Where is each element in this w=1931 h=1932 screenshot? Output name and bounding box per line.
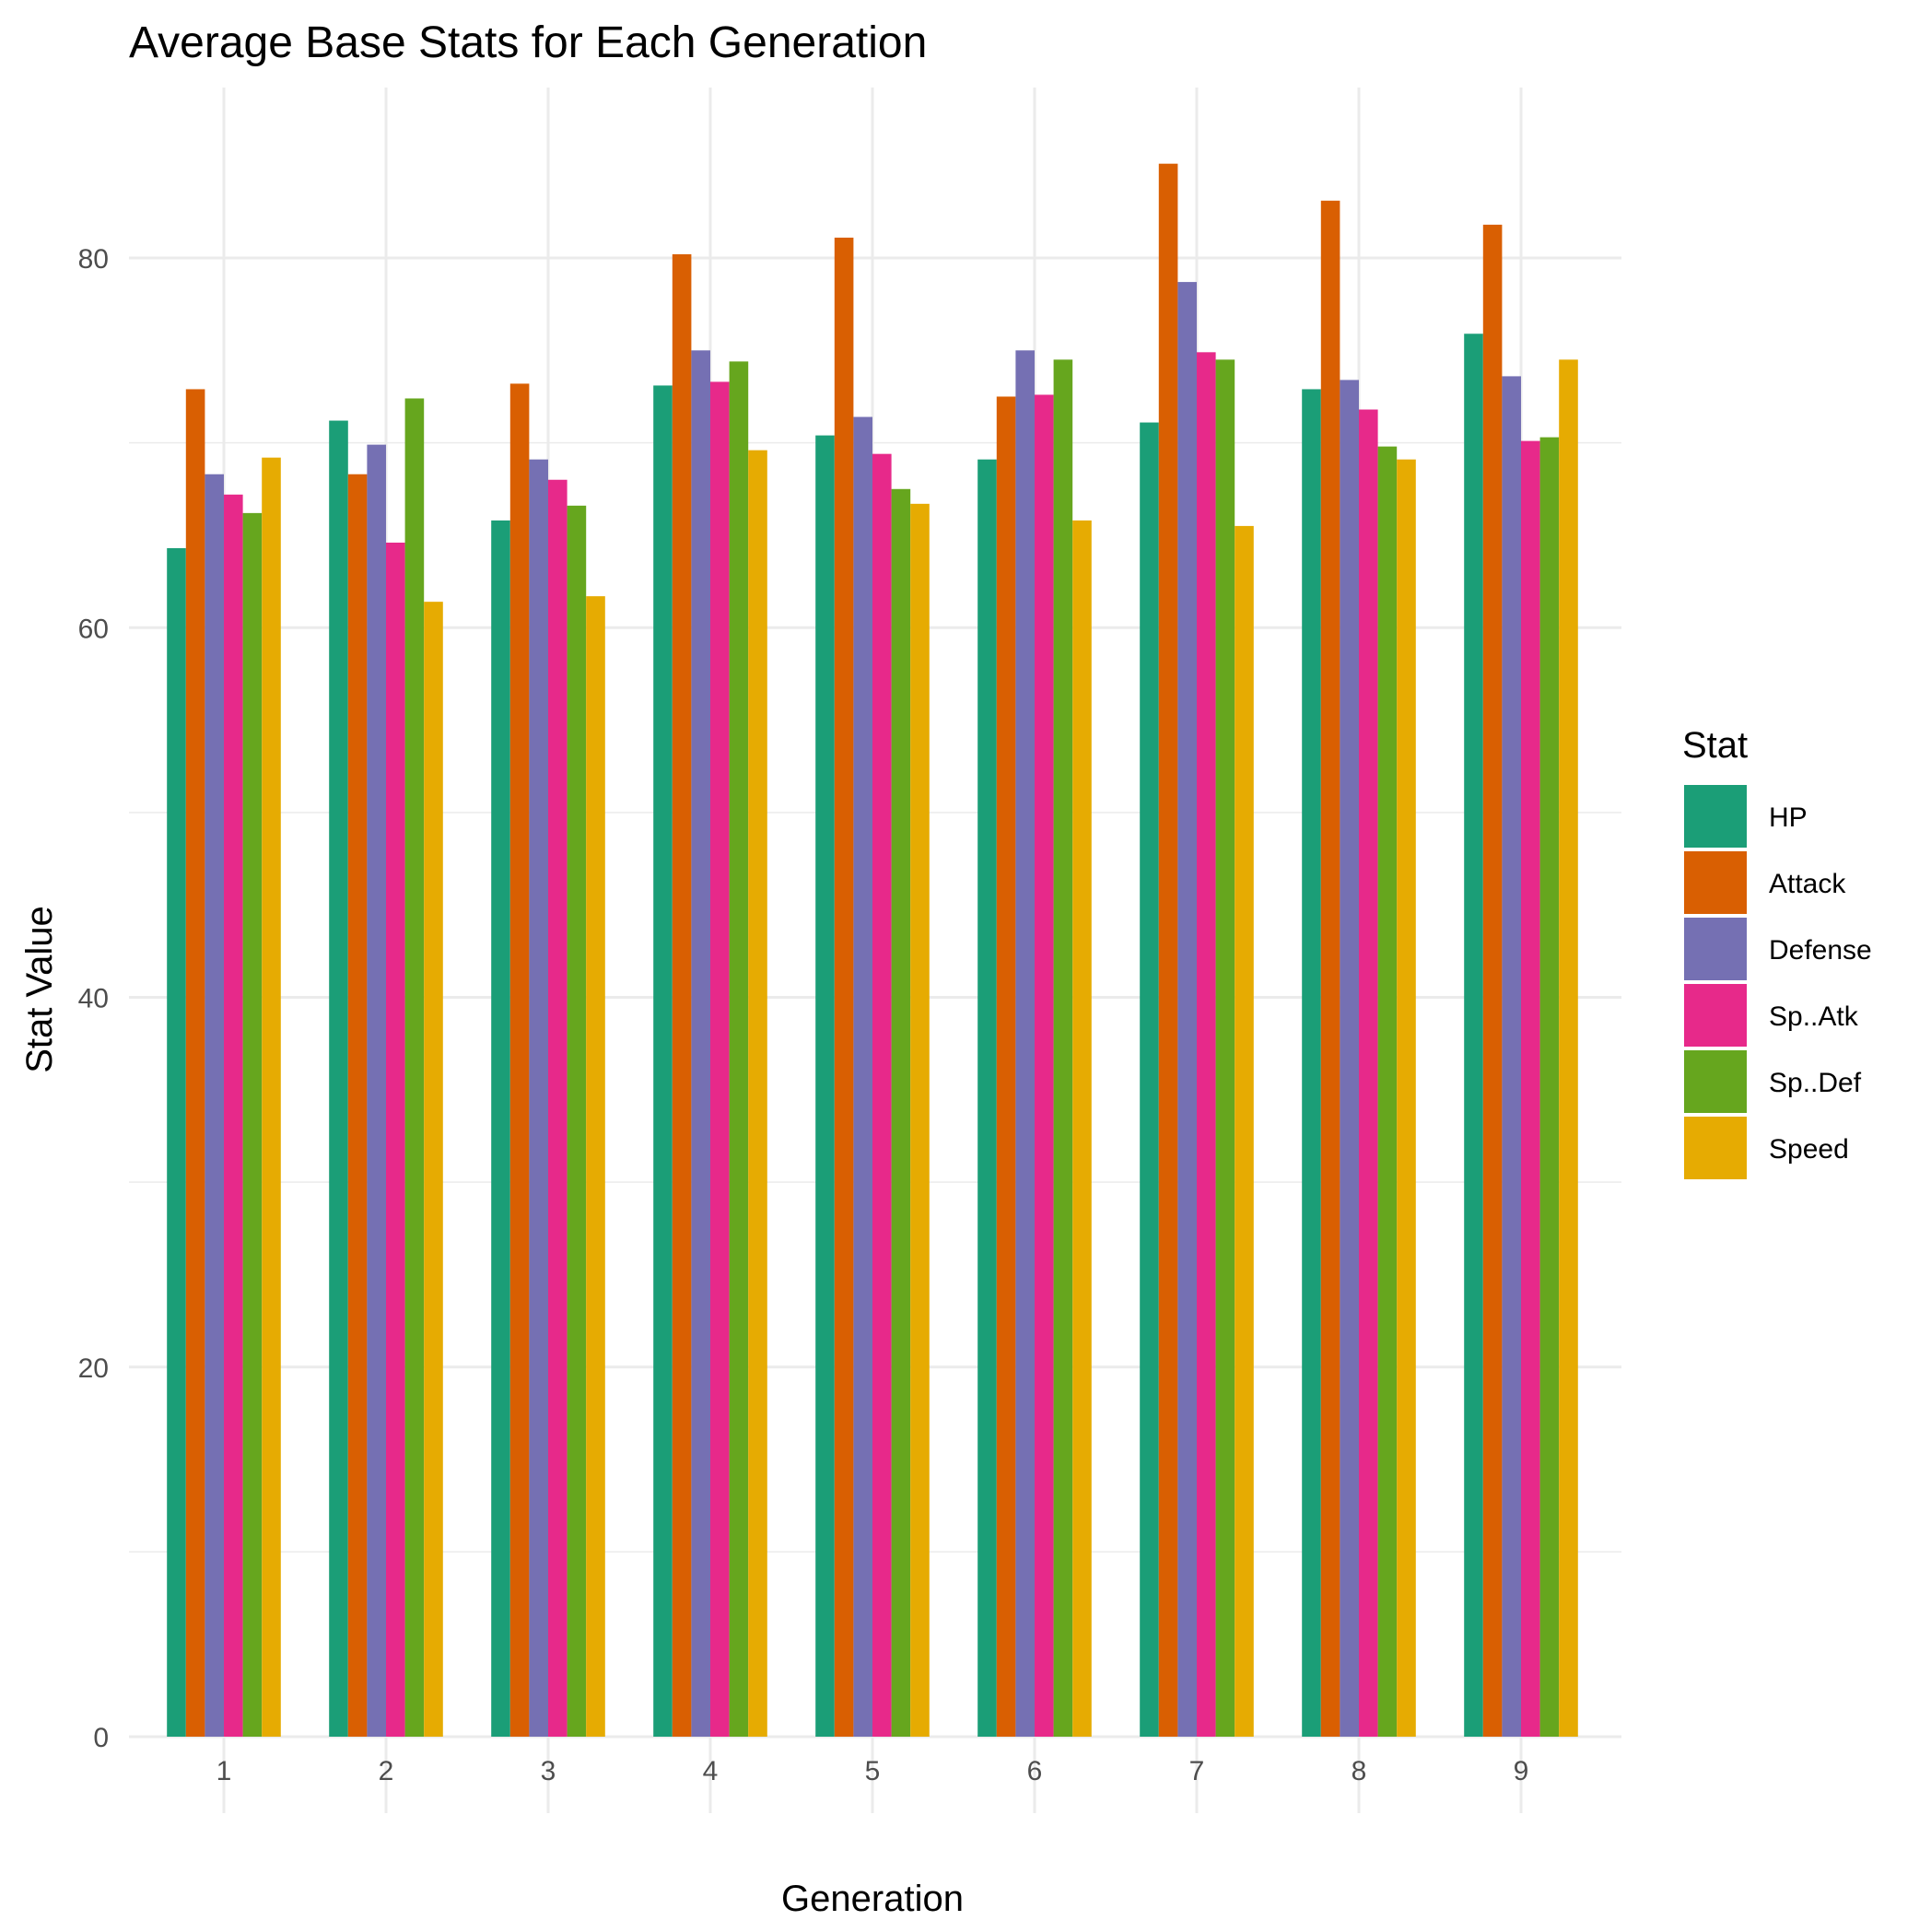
bar-gen1-attack [185,389,205,1738]
bar-gen8-sp-atk [1359,409,1378,1738]
bar-gen4-speed [748,450,767,1737]
bar-gen1-defense [205,474,224,1738]
bar-gen2-speed [424,602,443,1737]
bar-gen3-sp-def [567,505,587,1737]
x-tick-label: 7 [1189,1756,1205,1786]
bar-gen5-hp [815,435,835,1738]
y-tick-label: 0 [93,1723,109,1753]
bar-gen3-defense [529,459,548,1737]
bar-gen8-sp-def [1377,446,1398,1738]
x-tick-label: 9 [1514,1756,1529,1786]
y-tick-label: 80 [78,244,109,275]
bar-gen9-attack [1482,224,1503,1738]
bar-gen2-sp-atk [386,542,405,1737]
bar-gen3-speed [586,596,605,1737]
bar-gen5-attack [834,237,854,1737]
y-tick-label: 40 [78,984,109,1014]
bar-gen9-defense [1502,376,1521,1737]
bar-gen9-speed [1559,359,1578,1737]
bar-gen1-sp-atk [224,494,243,1737]
bar-gen7-attack [1158,163,1178,1737]
bar-gen2-sp-def [404,398,425,1738]
bar-gen3-sp-atk [548,479,568,1737]
bar-gen8-hp [1302,389,1321,1738]
bar-gen2-attack [347,474,368,1738]
x-tick-label: 5 [865,1756,881,1786]
bar-gen9-hp [1464,334,1483,1738]
bar-gen6-hp [977,459,997,1737]
x-axis-ticks: 1 2 3 4 5 6 7 8 9 [217,1756,1529,1786]
bar-gen8-defense [1340,380,1359,1738]
bar-gen8-speed [1397,459,1416,1737]
bar-gen6-attack [996,396,1016,1737]
bar-gen1-sp-def [242,512,263,1737]
x-tick-label: 3 [541,1756,556,1786]
bar-gen7-speed [1235,525,1254,1737]
bar-gen7-sp-atk [1197,352,1216,1738]
bar-gen5-defense [853,416,872,1738]
bar-gen1-speed [262,457,281,1737]
chart-title: Average Base Stats for Each Generation [129,18,927,67]
x-tick-label: 4 [703,1756,719,1786]
y-axis-title: Stat Value [19,906,60,1073]
x-tick-label: 1 [217,1756,232,1786]
bar-gen7-sp-def [1215,359,1235,1737]
legend-key [1684,785,1747,848]
bar-gen2-defense [367,444,386,1738]
legend-label: Defense [1769,935,1872,966]
legend-label: Speed [1769,1134,1849,1165]
bar-gen5-speed [910,503,930,1737]
legend-label: Sp..Def [1769,1068,1862,1098]
bar-gen4-defense [691,350,710,1737]
bar-gen9-sp-def [1539,437,1560,1738]
legend-key [1684,984,1747,1047]
x-tick-label: 2 [379,1756,394,1786]
bar-gen6-sp-def [1053,359,1073,1737]
bar-gen7-defense [1177,282,1197,1737]
bar-gen9-sp-atk [1521,440,1540,1737]
y-axis-ticks: 0 20 40 60 80 [78,244,109,1753]
legend: Stat HP Attack Defense Sp..Atk Sp..Def Speed [1682,725,1872,1179]
bar-gen1-hp [167,547,186,1738]
legend-label: Attack [1769,869,1846,899]
bar-gen5-sp-atk [872,453,892,1738]
x-axis-title: Generation [781,1879,964,1919]
y-tick-label: 60 [78,614,109,644]
bar-gen6-sp-atk [1035,394,1054,1737]
bar-gen6-defense [1015,350,1035,1737]
legend-label: HP [1769,802,1808,833]
bar-gen4-sp-def [729,361,749,1738]
bar-gen4-hp [653,385,673,1737]
legend-key [1684,918,1747,980]
bar-gen5-sp-def [891,488,911,1737]
legend-title: Stat [1682,725,1748,766]
legend-label: Sp..Atk [1769,1001,1859,1032]
bar-gen3-attack [509,383,530,1737]
bars [167,163,1578,1738]
x-tick-label: 8 [1352,1756,1367,1786]
y-tick-label: 20 [78,1353,109,1384]
bar-gen3-hp [491,520,510,1738]
bar-gen4-sp-atk [710,381,730,1738]
legend-key [1684,1117,1747,1179]
x-tick-label: 6 [1027,1756,1043,1786]
bar-gen2-hp [329,420,348,1737]
legend-key [1684,851,1747,914]
bar-gen4-attack [672,253,692,1737]
bar-gen6-speed [1072,520,1092,1738]
bar-gen8-attack [1320,200,1340,1737]
legend-key [1684,1050,1747,1113]
bar-gen7-hp [1140,422,1159,1737]
